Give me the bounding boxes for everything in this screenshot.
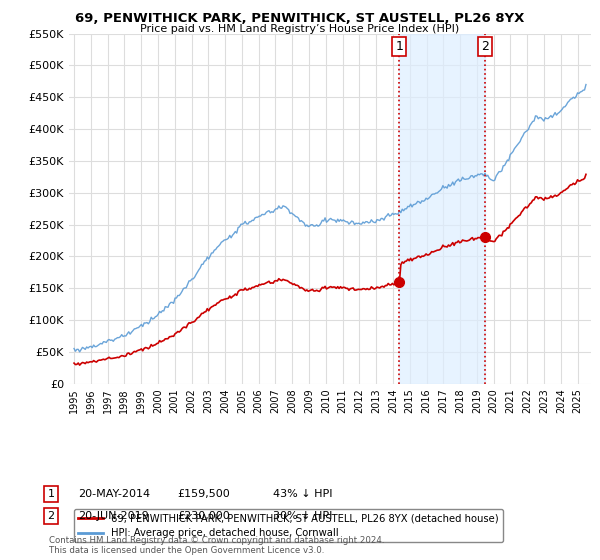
Bar	[400, 34, 485, 384]
Text: 30% ↓ HPI: 30% ↓ HPI	[273, 511, 332, 521]
Text: £230,000: £230,000	[177, 511, 230, 521]
Text: £159,500: £159,500	[177, 489, 230, 499]
Text: 2: 2	[481, 40, 488, 53]
Text: 1: 1	[395, 40, 403, 53]
Text: 1: 1	[47, 489, 55, 499]
Legend: 69, PENWITHICK PARK, PENWITHICK, ST AUSTELL, PL26 8YX (detached house), HPI: Ave: 69, PENWITHICK PARK, PENWITHICK, ST AUST…	[74, 510, 503, 542]
Text: 20-JUN-2019: 20-JUN-2019	[78, 511, 149, 521]
Text: 69, PENWITHICK PARK, PENWITHICK, ST AUSTELL, PL26 8YX: 69, PENWITHICK PARK, PENWITHICK, ST AUST…	[76, 12, 524, 25]
Text: 20-MAY-2014: 20-MAY-2014	[78, 489, 150, 499]
Text: Price paid vs. HM Land Registry’s House Price Index (HPI): Price paid vs. HM Land Registry’s House …	[140, 24, 460, 34]
Text: 43% ↓ HPI: 43% ↓ HPI	[273, 489, 332, 499]
Text: Contains HM Land Registry data © Crown copyright and database right 2024.
This d: Contains HM Land Registry data © Crown c…	[49, 536, 385, 555]
Text: 2: 2	[47, 511, 55, 521]
